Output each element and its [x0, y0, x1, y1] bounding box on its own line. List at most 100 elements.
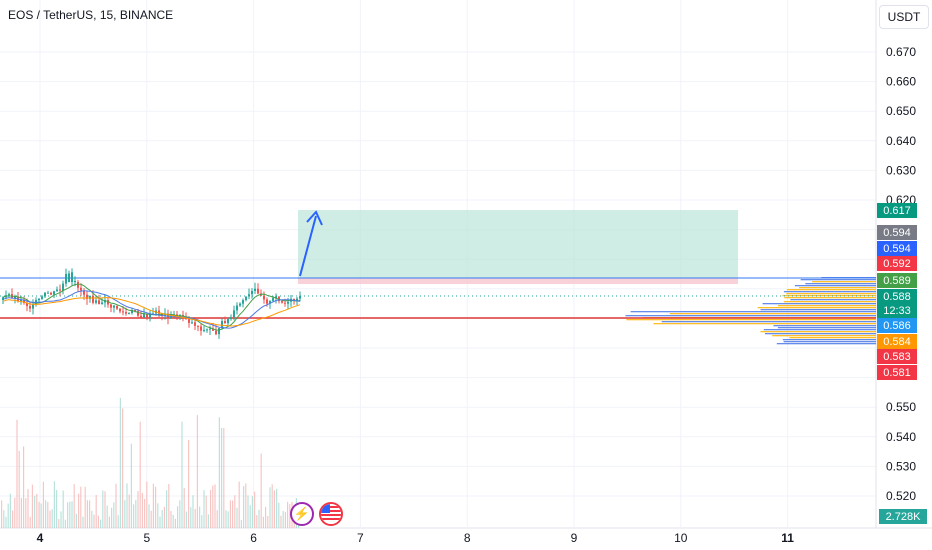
- volume-bar: [67, 502, 69, 528]
- volume-bar: [225, 510, 227, 528]
- volume-bar: [260, 453, 262, 528]
- volume-bar: [284, 511, 286, 528]
- x-tick-label: 8: [464, 531, 471, 545]
- volume-bar: [18, 450, 20, 528]
- volume-bar: [216, 510, 218, 528]
- stop-zone: [298, 278, 738, 284]
- volume-bar: [12, 510, 14, 528]
- profile-row: [764, 333, 876, 335]
- volume-bar: [190, 507, 192, 528]
- volume-bar: [82, 516, 84, 528]
- volume-bar: [240, 519, 242, 528]
- candle-body: [38, 298, 40, 301]
- volume-bar: [5, 516, 7, 528]
- price-label-bg: [877, 273, 917, 288]
- candle-body: [101, 302, 103, 304]
- volume-bar: [280, 515, 282, 528]
- candle-body: [161, 313, 163, 316]
- volume-bar: [40, 503, 42, 528]
- price-label-bg: [877, 365, 917, 380]
- candle-body: [137, 311, 139, 316]
- volume-bar: [155, 486, 157, 528]
- volume-bar: [86, 500, 88, 528]
- candle-body: [188, 319, 190, 323]
- volume-bar: [214, 484, 216, 528]
- x-tick-label: 6: [250, 531, 257, 545]
- x-tick-label: 11: [781, 531, 794, 545]
- candle-body: [257, 288, 259, 294]
- volume-bar: [287, 501, 289, 528]
- symbol-title: EOS / TetherUS, 15, BINANCE: [8, 8, 174, 22]
- profile-row: [783, 301, 876, 303]
- ma-orange: [2, 297, 301, 327]
- volume-bar: [177, 506, 179, 528]
- candle-body: [104, 300, 106, 303]
- volume-bar: [7, 503, 9, 528]
- volume-bar: [108, 516, 110, 528]
- volume-bar: [185, 511, 187, 528]
- x-tick-label: 7: [357, 531, 364, 545]
- volume-bar: [236, 507, 238, 528]
- volume-bar: [60, 511, 62, 528]
- volume-bar: [163, 506, 165, 528]
- candle-body: [239, 303, 241, 306]
- candle-body: [86, 294, 88, 299]
- volume-bar: [34, 495, 36, 528]
- profile-row: [757, 307, 876, 309]
- us-flag-icon[interactable]: [319, 502, 343, 526]
- volume-bar: [289, 504, 291, 528]
- volume-bar: [276, 488, 278, 528]
- price-label-bg: [877, 349, 917, 364]
- candle-body: [77, 282, 79, 288]
- volume-bar: [135, 499, 137, 528]
- candle-body: [140, 315, 142, 318]
- candle-body: [278, 296, 280, 302]
- volume-bar: [212, 485, 214, 528]
- y-tick-label: 0.630: [886, 163, 916, 177]
- candle-body: [59, 289, 61, 291]
- horizontal-levels: [0, 277, 876, 319]
- lightning-icon[interactable]: ⚡: [290, 502, 314, 526]
- price-label-text: 0.592: [883, 258, 911, 270]
- profile-row: [786, 289, 876, 291]
- volume-bar: [130, 443, 132, 528]
- volume-bar: [179, 500, 181, 528]
- candle-body: [299, 295, 301, 299]
- volume-profile: [625, 277, 876, 345]
- volume-bar: [14, 497, 16, 528]
- price-label-bg: [877, 289, 917, 304]
- volume-bar: [210, 489, 212, 528]
- profile-row: [790, 299, 876, 301]
- price-label-text: 0.584: [883, 336, 911, 348]
- price-label-text: 12:33: [883, 305, 911, 317]
- candle-body: [95, 300, 97, 303]
- projection-arrow: [299, 210, 323, 277]
- volume-bar: [128, 494, 130, 528]
- price-label-text: 0.581: [883, 367, 911, 379]
- volume-bar: [152, 483, 154, 528]
- candle-body: [203, 329, 205, 331]
- volume-bar: [207, 514, 209, 528]
- candle-body: [14, 296, 16, 299]
- volume-bar: [23, 446, 25, 528]
- volume-bar: [269, 487, 271, 528]
- candle-body: [53, 291, 55, 295]
- volume-label-text: 2.728K: [886, 511, 922, 523]
- currency-button[interactable]: USDT: [879, 5, 929, 29]
- volume-bar: [69, 501, 71, 528]
- profile-row: [782, 339, 876, 341]
- volume-bar: [144, 498, 146, 528]
- profile-row: [789, 337, 876, 339]
- volume-bar: [161, 509, 163, 528]
- candle-body: [125, 312, 127, 314]
- profile-row: [762, 303, 876, 305]
- y-tick-label: 0.530: [886, 459, 916, 473]
- candle-body: [254, 288, 256, 291]
- volume-bar: [247, 495, 249, 528]
- volume-bar: [174, 518, 176, 528]
- volume-bar: [146, 481, 148, 528]
- x-tick-label: 4: [37, 531, 44, 545]
- volume-bar: [36, 493, 38, 528]
- candle-body: [92, 295, 94, 303]
